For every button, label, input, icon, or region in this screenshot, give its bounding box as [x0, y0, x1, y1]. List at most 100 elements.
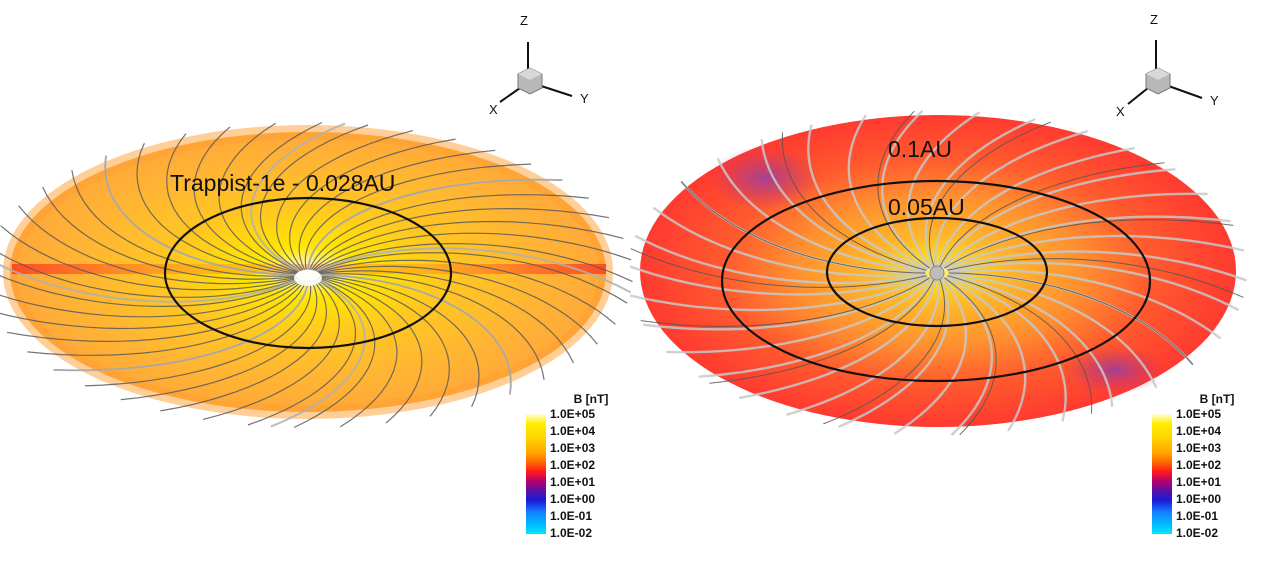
colorbar	[1152, 414, 1172, 534]
field-line	[630, 265, 928, 296]
field-line	[240, 121, 323, 272]
field-line	[304, 163, 532, 270]
field-line	[318, 276, 423, 424]
field-line	[781, 132, 927, 271]
legend-level: 1.0E-02	[550, 526, 593, 540]
legend-level: 1.0E+02	[1176, 458, 1222, 472]
legend-title: B [nT]	[1199, 392, 1235, 406]
axis-label-z: Z	[520, 13, 528, 28]
field-line	[946, 250, 1247, 282]
field-line	[166, 133, 297, 274]
field-line	[786, 279, 940, 416]
orbit-ring-left	[163, 196, 453, 350]
field-line	[18, 205, 298, 285]
axis-label-x: X	[1116, 104, 1125, 119]
field-line	[136, 142, 297, 275]
field-line	[634, 234, 927, 285]
field-line	[947, 261, 1240, 312]
field-line	[630, 276, 929, 312]
legend-level: 1.0E+02	[550, 458, 596, 472]
colorbar	[526, 414, 546, 534]
legend-level: 1.0E+05	[550, 407, 596, 421]
legend-level: 1.0E+01	[550, 475, 596, 489]
field-line	[652, 206, 926, 278]
field-line	[0, 279, 304, 330]
field-line	[0, 275, 301, 308]
field-line	[906, 111, 981, 269]
field-line	[948, 268, 1222, 340]
panel-orbits-comparison: Z Y X 0.1AU 0.05AU B [nT] 1.0E+05 1.0E+0…	[630, 0, 1280, 570]
field-line	[6, 280, 306, 343]
field-line	[943, 277, 994, 436]
field-line	[0, 225, 299, 291]
field-line	[924, 118, 1036, 268]
field-line	[680, 181, 926, 274]
field-line	[941, 192, 1208, 269]
axis-label-z: Z	[1150, 12, 1158, 27]
disk-plot-right	[630, 40, 1247, 436]
field-line	[319, 270, 574, 364]
field-line	[319, 274, 512, 395]
field-line	[945, 276, 1027, 432]
legend-level: 1.0E+01	[1176, 475, 1222, 489]
field-line	[838, 278, 950, 428]
axis-label-y: Y	[1210, 93, 1219, 108]
legend-level: 1.0E+03	[550, 441, 596, 455]
star-left	[294, 270, 322, 286]
field-line	[250, 122, 346, 272]
field-line	[316, 252, 628, 304]
field-line	[53, 280, 309, 372]
purple-region-upper	[710, 146, 820, 210]
field-line	[939, 162, 1165, 268]
field-line	[276, 130, 414, 271]
field-line	[309, 194, 589, 270]
field-line	[945, 234, 1245, 270]
field-line	[71, 170, 297, 277]
field-line	[314, 232, 632, 271]
legend-labels: 1.0E+05 1.0E+04 1.0E+03 1.0E+02 1.0E+01 …	[1176, 406, 1221, 542]
field-line	[120, 280, 318, 401]
field-line	[698, 278, 935, 378]
panel-trappist-1e: Z Y X Trappist-1e - 0.028AU B [nT] 1.0E+…	[0, 13, 633, 540]
legend-level: 1.0E-01	[1176, 509, 1219, 523]
purple-region-lower	[1065, 346, 1165, 394]
field-line	[934, 130, 1088, 267]
field-line	[316, 247, 632, 294]
field-line	[640, 277, 930, 327]
field-line	[880, 110, 931, 269]
field-line	[928, 121, 1051, 268]
axis-triad-right	[1127, 40, 1203, 105]
axis-label-x: X	[489, 102, 498, 117]
axis-label-y: Y	[580, 91, 589, 106]
field-line	[312, 220, 624, 271]
field-line	[104, 155, 297, 276]
field-line	[823, 278, 946, 425]
field-lines-right	[630, 110, 1247, 436]
field-line	[202, 279, 340, 420]
field-line	[946, 275, 1067, 422]
field-line	[319, 276, 450, 417]
field-line	[847, 114, 929, 270]
field-line	[84, 280, 312, 387]
legend-level: 1.0E+05	[1176, 407, 1222, 421]
legend-level: 1.0E+00	[1176, 492, 1222, 506]
legend-level: 1.0E+04	[1176, 424, 1222, 438]
field-line	[318, 265, 598, 345]
field-line	[948, 272, 1194, 365]
field-line	[317, 259, 616, 325]
field-line	[943, 215, 1231, 270]
field-line	[947, 275, 1093, 414]
orbit-label-trappist-1e: Trappist-1e - 0.028AU	[170, 170, 396, 196]
field-line	[160, 279, 328, 412]
field-line	[939, 168, 1176, 268]
field-line	[0, 252, 300, 298]
field-line	[315, 242, 633, 283]
field-line	[27, 280, 307, 356]
legend-title: B [nT]	[573, 392, 609, 406]
orbit-label-0-05au: 0.05AU	[888, 194, 965, 220]
field-line	[948, 272, 1158, 389]
field-line	[716, 157, 926, 274]
legend-level: 1.0E-02	[1176, 526, 1219, 540]
field-line	[643, 276, 931, 331]
field-line	[947, 258, 1244, 298]
